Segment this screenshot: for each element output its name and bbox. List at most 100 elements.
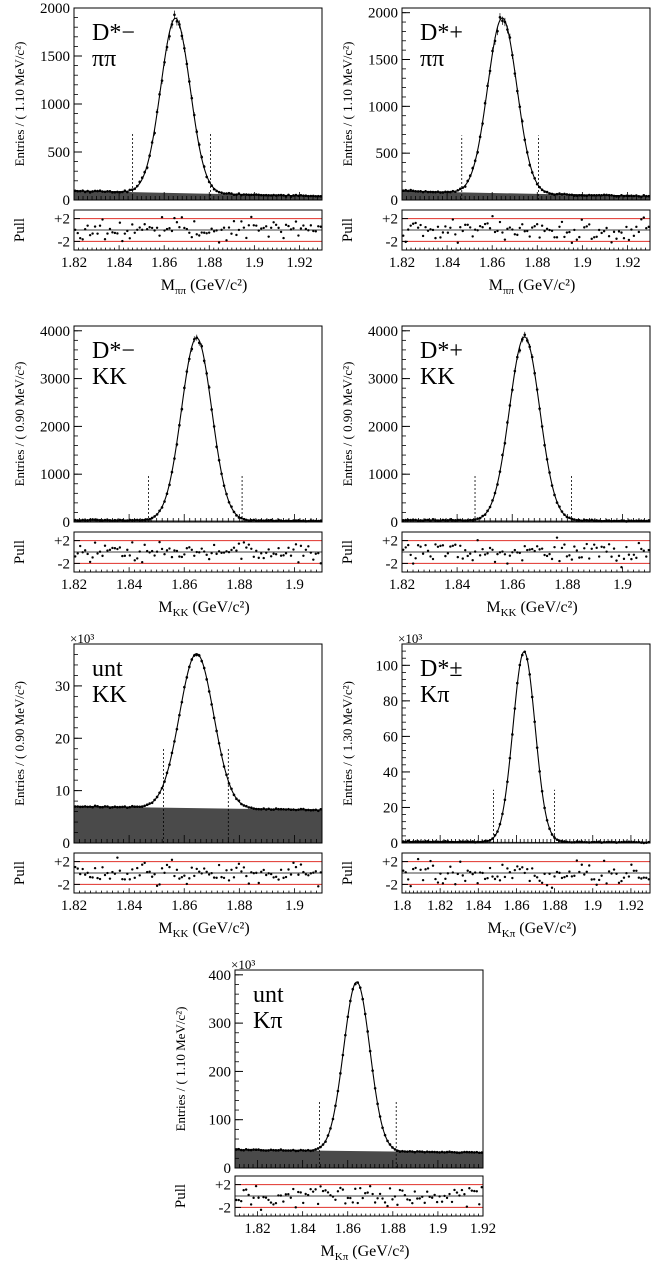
pull-point <box>150 875 154 878</box>
pull-axis-label: Pull <box>340 861 356 885</box>
pull-point <box>411 1201 414 1205</box>
pull-point <box>210 551 213 555</box>
pull-point <box>88 875 92 879</box>
pull-point <box>128 554 131 557</box>
x-axis-label: Mππ (GeV/c²) <box>489 277 576 297</box>
pull-point <box>622 876 626 879</box>
pull-point <box>426 1190 429 1193</box>
pull-point <box>578 870 581 874</box>
pull-point <box>469 226 472 229</box>
pull-point <box>284 552 288 555</box>
y-tick-label: 20 <box>55 731 70 747</box>
pull-point <box>230 232 233 235</box>
pull-point <box>317 225 320 228</box>
x-axis-label-unit: (GeV/c²) <box>186 277 247 294</box>
chart-panel-6: 0 20 40 60 80 100 Entries / ( 1.30 MeV/c²) ×10³… <box>340 631 651 940</box>
x-tick-label: 1.9 <box>583 898 602 914</box>
pull-point <box>615 872 618 876</box>
y-tick-label: 2000 <box>40 419 70 435</box>
pull-point <box>96 876 99 880</box>
pull-points <box>74 215 322 244</box>
pull-point <box>627 875 631 878</box>
pull-point <box>136 228 139 231</box>
x-tick-label: 1.82 <box>61 898 87 914</box>
pull-point <box>473 1189 476 1193</box>
pull-point <box>302 870 305 874</box>
pull-point <box>309 224 313 227</box>
x-axis-label-subscript: KK <box>173 607 189 619</box>
pull-point <box>493 560 497 564</box>
pull-point <box>464 223 467 227</box>
pull-point <box>225 550 228 553</box>
pull-point <box>113 547 117 550</box>
pull-point <box>297 873 300 876</box>
pull-point <box>321 1189 325 1193</box>
pull-point <box>446 231 450 234</box>
pull-point <box>98 224 102 227</box>
pull-point <box>423 1201 426 1205</box>
pull-point <box>563 543 566 546</box>
pull-point <box>526 867 529 871</box>
x-axis-label-main: M <box>161 277 175 294</box>
panel-title-line2: Kπ <box>253 1008 282 1034</box>
pull-point <box>444 225 447 228</box>
pull-point <box>404 871 407 874</box>
pull-point <box>242 226 246 229</box>
pull-point <box>195 550 198 554</box>
pull-point <box>265 873 268 877</box>
pull-point <box>309 551 313 554</box>
pull-point <box>635 556 638 560</box>
pull-point <box>533 549 536 553</box>
pull-point <box>250 215 253 219</box>
panel-title-line2: KK <box>92 682 127 708</box>
pull-point <box>493 877 497 881</box>
pull-point <box>528 235 531 238</box>
pull-point <box>203 231 206 234</box>
pull-point <box>531 226 534 229</box>
pull-frame <box>73 531 323 573</box>
pull-point <box>435 1200 439 1204</box>
pull-point <box>538 236 541 239</box>
pull-point <box>543 553 546 557</box>
pull-point <box>553 875 556 878</box>
pull-point <box>563 235 566 239</box>
pull-point <box>113 231 117 235</box>
pull-point <box>230 548 233 552</box>
pull-tick-label: +2 <box>54 855 70 871</box>
pull-point <box>568 554 571 557</box>
pull-point <box>316 1202 320 1206</box>
pull-point <box>312 229 315 233</box>
pull-point <box>620 566 623 569</box>
pull-point <box>252 1196 255 1200</box>
pull-point <box>431 557 435 561</box>
pull-point <box>436 545 440 548</box>
pull-point <box>118 546 122 549</box>
pull-point <box>528 879 531 883</box>
pull-point <box>590 237 593 241</box>
y-tick-label: 20 <box>383 800 398 816</box>
pull-point <box>535 876 539 879</box>
pull-point <box>307 545 310 548</box>
pull-point <box>242 866 246 869</box>
x-tick-label: 1.9 <box>429 1221 448 1237</box>
pull-point <box>210 227 213 230</box>
pull-point <box>242 541 246 544</box>
pull-point <box>304 873 308 876</box>
pull-point <box>232 546 236 549</box>
x-tick-label: 1.88 <box>554 577 580 593</box>
pull-point <box>212 876 216 879</box>
pull-point <box>503 875 507 879</box>
pull-point <box>617 554 621 558</box>
pull-point <box>294 1206 297 1209</box>
pull-point <box>548 872 551 876</box>
pull-tick-label: -2 <box>58 234 71 250</box>
pull-point <box>88 233 92 237</box>
x-tick-label: 1.9 <box>573 255 592 271</box>
pull-point <box>506 562 509 565</box>
pull-point <box>508 554 512 557</box>
pull-point <box>386 1204 389 1208</box>
pull-point <box>237 228 241 232</box>
pull-point <box>230 868 233 872</box>
pull-point <box>193 874 196 878</box>
